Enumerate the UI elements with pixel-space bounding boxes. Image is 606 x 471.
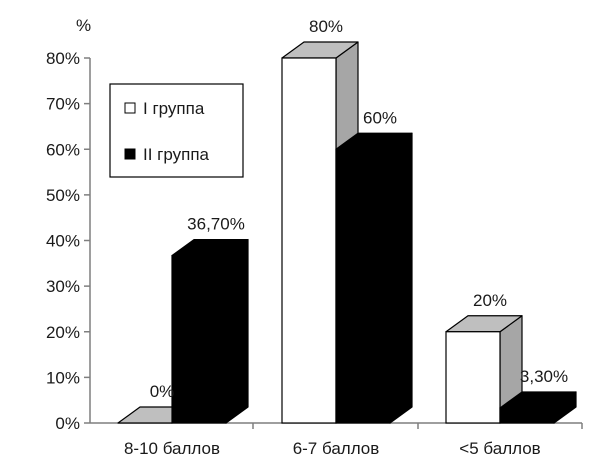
legend-label-series-2: II группа — [143, 145, 210, 164]
bar-front-face — [335, 148, 391, 424]
bar-side-face — [389, 132, 413, 424]
bar-front-face — [499, 407, 555, 424]
bar-2-1 — [171, 238, 249, 424]
y-tick-label: 10% — [46, 368, 80, 387]
legend-label-series-1: I группа — [143, 99, 205, 118]
data-label: 20% — [473, 291, 507, 310]
legend-swatch-series-1 — [124, 102, 136, 114]
bar-front-face — [281, 57, 337, 424]
data-label: 80% — [309, 17, 343, 36]
bar-2-2 — [335, 132, 413, 424]
y-unit-label: % — [76, 16, 91, 35]
bar-front-face — [171, 254, 227, 424]
data-label: 0% — [150, 382, 175, 401]
data-label: 3,30% — [520, 367, 568, 386]
data-label: 60% — [363, 108, 397, 127]
category-label: 6-7 баллов — [293, 439, 380, 458]
category-label: <5 баллов — [459, 439, 540, 458]
y-tick-label: 0% — [55, 414, 80, 433]
y-tick-label: 70% — [46, 95, 80, 114]
data-label: 36,70% — [187, 215, 245, 234]
legend-swatch-series-2 — [124, 148, 136, 160]
y-tick-label: 80% — [46, 49, 80, 68]
category-label: 8-10 баллов — [124, 439, 220, 458]
legend: I группа II группа — [109, 83, 244, 178]
y-tick-label: 60% — [46, 140, 80, 159]
y-tick-label: 50% — [46, 186, 80, 205]
y-axis-ticks: 0% 10% 20% 30% 40% 50% 60% 70% 80% — [46, 49, 583, 433]
y-tick-label: 30% — [46, 277, 80, 296]
legend-box — [109, 83, 244, 178]
y-tick-label: 40% — [46, 232, 80, 251]
category-labels-group: 8-10 баллов 6-7 баллов <5 баллов — [124, 439, 541, 458]
data-labels-group: 0% 36,70% 80% 60% 20% 3,30% — [150, 17, 568, 401]
bars-group — [117, 41, 577, 424]
bar-2-3 — [499, 391, 577, 424]
bar-front-face — [445, 331, 501, 424]
y-tick-label: 20% — [46, 323, 80, 342]
bar-side-face — [225, 238, 249, 424]
